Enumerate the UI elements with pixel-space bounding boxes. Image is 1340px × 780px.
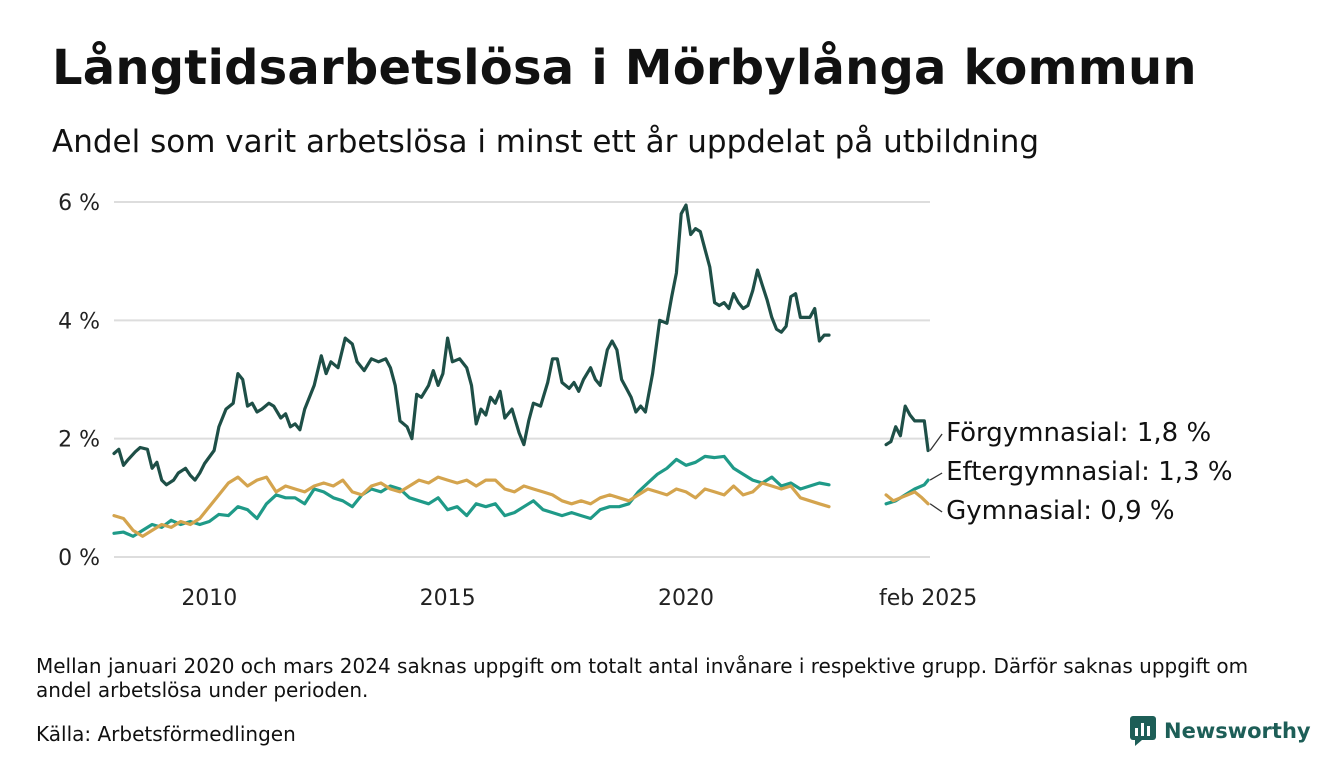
end-label-eftergymnasial: Eftergymnasial: 1,3 % bbox=[946, 457, 1232, 487]
source-text: Källa: Arbetsförmedlingen bbox=[36, 722, 296, 746]
y-tick-label: 4 % bbox=[58, 309, 100, 334]
footnote: Mellan januari 2020 och mars 2024 saknas… bbox=[36, 654, 1249, 702]
series-line-gymnasial bbox=[884, 490, 930, 506]
end-label-förgymnasial: Förgymnasial: 1,8 % bbox=[946, 418, 1211, 448]
x-tick-label: 2015 bbox=[420, 586, 476, 611]
chart-subtitle: Andel som varit arbetslösa i minst ett å… bbox=[52, 124, 1040, 160]
end-label-leader bbox=[929, 503, 943, 513]
series-line-förgymnasial bbox=[112, 203, 831, 487]
brand-logo: Newsworthy bbox=[1130, 716, 1311, 746]
y-tick-label: 0 % bbox=[58, 546, 100, 571]
line-chart: 0 % 2 % 4 % 6 % 2010 2015 2020 feb 2025 Förgymna… bbox=[58, 191, 1232, 611]
chart-title: Långtidsarbetslösa i Mörbylånga kommun bbox=[52, 40, 1197, 96]
brand-name: Newsworthy bbox=[1164, 719, 1311, 743]
series-line-gymnasial bbox=[112, 475, 831, 538]
end-label-leader bbox=[929, 433, 943, 451]
x-tick-label: 2020 bbox=[658, 586, 714, 611]
series-line-förgymnasial bbox=[884, 404, 930, 453]
x-tick-label: feb 2025 bbox=[879, 586, 977, 611]
end-label-gymnasial: Gymnasial: 0,9 % bbox=[946, 496, 1175, 526]
x-tick-label: 2010 bbox=[181, 586, 237, 611]
series-line-eftergymnasial bbox=[112, 454, 831, 538]
newsworthy-logo-icon bbox=[1130, 716, 1156, 746]
y-tick-label: 2 % bbox=[58, 428, 100, 453]
end-label-leader bbox=[929, 472, 943, 481]
y-tick-label: 6 % bbox=[58, 191, 100, 216]
